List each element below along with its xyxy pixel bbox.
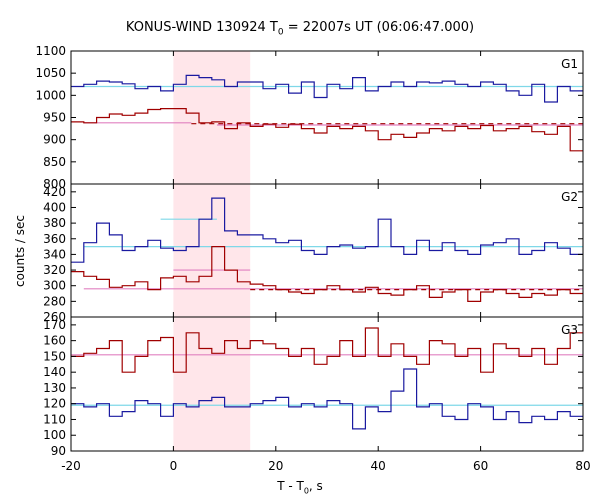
x-tick-label: 40: [371, 459, 386, 473]
lightcurve-g3-red: [71, 327, 583, 373]
y-tick-label: 1000: [35, 88, 66, 102]
y-tick-label: 850: [43, 155, 66, 169]
panel-label-g1: G1: [561, 57, 578, 71]
panel-frame-g1: [70, 50, 584, 185]
y-tick-label: 90: [51, 444, 66, 458]
panel-frame-g3: [70, 316, 584, 452]
y-tick-label: 280: [43, 294, 66, 308]
panel-label-g2: G2: [561, 190, 578, 204]
y-tick-label: 1050: [35, 66, 66, 80]
y-tick-label: 340: [43, 247, 66, 261]
y-tick-label: 1100: [35, 44, 66, 58]
y-tick-label: 150: [43, 349, 66, 363]
y-tick-label: 900: [43, 133, 66, 147]
y-tick-label: 160: [43, 334, 66, 348]
x-axis-label: T - T0, s: [277, 479, 323, 496]
x-tick-label: 60: [473, 459, 488, 473]
y-tick-label: 100: [43, 428, 66, 442]
y-tick-label: 800: [43, 177, 66, 191]
lightcurve-g1-blue: [71, 74, 583, 103]
lightcurve-g1-red: [71, 108, 583, 152]
x-tick-label: 0: [170, 459, 178, 473]
lightcurve-g3-blue: [71, 368, 583, 430]
y-tick-label: 400: [43, 200, 66, 214]
lightcurve-g2-blue: [71, 197, 583, 263]
y-tick-label: 170: [43, 318, 66, 332]
y-axis-label: counts / sec: [13, 215, 27, 288]
y-tick-label: 140: [43, 365, 66, 379]
y-tick-label: 380: [43, 216, 66, 230]
y-tick-label: 360: [43, 232, 66, 246]
y-tick-label: 300: [43, 279, 66, 293]
x-tick-label: 20: [268, 459, 283, 473]
y-tick-label: 120: [43, 397, 66, 411]
chart-title: KONUS-WIND 130924 T0 = 22007s UT (06:06:…: [125, 20, 475, 38]
lightcurve-g2-red: [71, 246, 583, 302]
panel-label-g3: G3: [561, 323, 578, 337]
y-tick-label: 950: [43, 111, 66, 125]
x-tick-label: -20: [61, 459, 81, 473]
y-tick-label: 130: [43, 381, 66, 395]
x-tick-label: 80: [575, 459, 590, 473]
y-tick-label: 320: [43, 263, 66, 277]
y-tick-label: 110: [43, 412, 66, 426]
y-tick-label: 260: [43, 310, 66, 324]
y-tick-label: 420: [43, 185, 66, 199]
